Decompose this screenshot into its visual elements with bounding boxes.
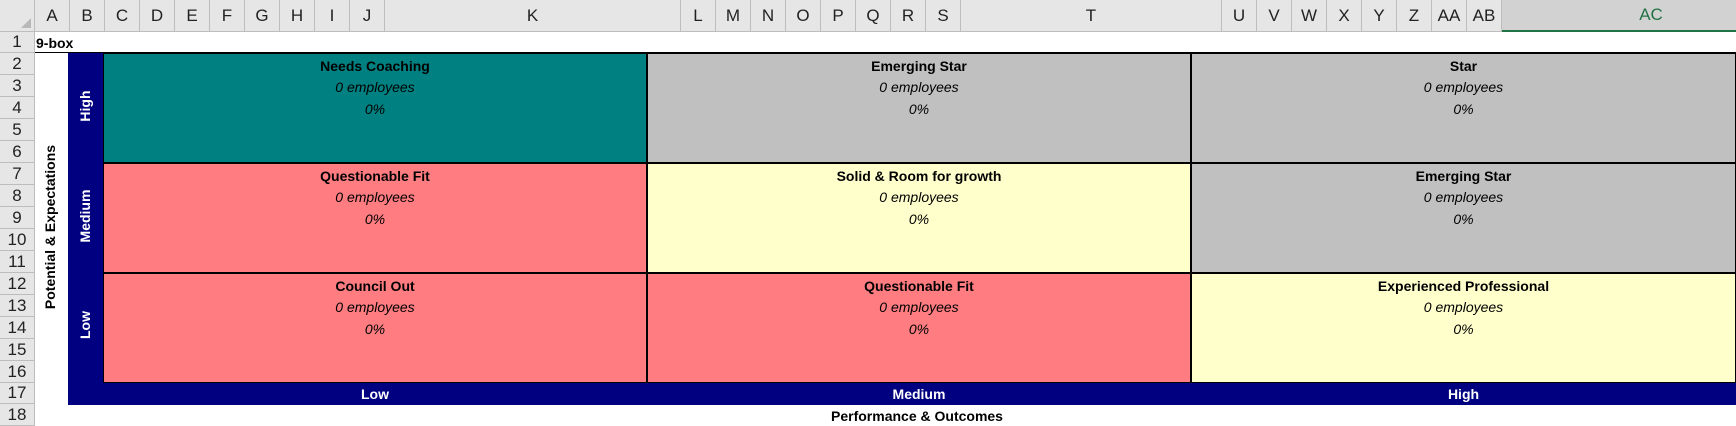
box-percent: 0% — [908, 211, 930, 227]
box-high-medium[interactable]: Emerging Star 0 employees 0% — [647, 53, 1191, 163]
y-level-high[interactable]: High — [77, 90, 93, 122]
x-level-high[interactable]: High — [1447, 386, 1480, 402]
column-header-q[interactable]: Q — [856, 0, 891, 32]
row-header-4[interactable]: 4 — [0, 97, 35, 119]
box-low-high[interactable]: Experienced Professional 0 employees 0% — [1191, 273, 1736, 383]
row-header-13[interactable]: 13 — [0, 295, 35, 317]
column-header-o[interactable]: O — [786, 0, 821, 32]
column-header-j[interactable]: J — [350, 0, 385, 32]
column-header-p[interactable]: P — [821, 0, 856, 32]
box-percent: 0% — [1453, 211, 1474, 227]
box-employee-count: 0 employees — [335, 189, 415, 205]
box-title: Star — [1449, 58, 1478, 74]
column-header-n[interactable]: N — [751, 0, 786, 32]
row-header-6[interactable]: 6 — [0, 141, 35, 163]
box-employee-count: 0 employees — [879, 299, 959, 315]
column-header-y[interactable]: Y — [1362, 0, 1397, 32]
y-axis-title[interactable]: Potential & Expectations — [42, 144, 58, 310]
box-employee-count: 0 employees — [1423, 189, 1504, 205]
row-header-2[interactable]: 2 — [0, 53, 35, 75]
row-header-9[interactable]: 9 — [0, 207, 35, 229]
box-title: Emerging Star — [1415, 168, 1512, 184]
box-title: Solid & Room for growth — [836, 168, 1002, 184]
column-header-d[interactable]: D — [140, 0, 175, 32]
sheet-title-cell[interactable]: 9-box — [36, 35, 74, 51]
row-header-10[interactable]: 10 — [0, 229, 35, 251]
row-header-7[interactable]: 7 — [0, 163, 35, 185]
column-header-i[interactable]: I — [315, 0, 350, 32]
column-header-h[interactable]: H — [280, 0, 315, 32]
box-percent: 0% — [1453, 321, 1474, 337]
row-header-11[interactable]: 11 — [0, 251, 35, 273]
box-percent: 0% — [364, 101, 386, 117]
y-level-medium[interactable]: Medium — [77, 189, 93, 243]
row-header-15[interactable]: 15 — [0, 339, 35, 361]
row-header-12[interactable]: 12 — [0, 273, 35, 295]
box-employee-count: 0 employees — [879, 189, 959, 205]
x-level-low[interactable]: Low — [361, 386, 389, 402]
column-header-aa[interactable]: AA — [1432, 0, 1467, 32]
box-medium-medium[interactable]: Solid & Room for growth 0 employees 0% — [647, 163, 1191, 273]
box-high-high[interactable]: Star 0 employees 0% — [1191, 53, 1736, 163]
x-level-medium[interactable]: Medium — [892, 386, 946, 402]
y-level-bar — [68, 53, 103, 383]
column-header-c[interactable]: C — [105, 0, 140, 32]
column-header-g[interactable]: G — [245, 0, 280, 32]
row-header-14[interactable]: 14 — [0, 317, 35, 339]
row-header-8[interactable]: 8 — [0, 185, 35, 207]
column-header-m[interactable]: M — [716, 0, 751, 32]
column-header-x[interactable]: X — [1327, 0, 1362, 32]
box-title: Emerging Star — [871, 58, 967, 74]
box-title: Council Out — [335, 278, 415, 294]
box-percent: 0% — [364, 211, 386, 227]
box-employee-count: 0 employees — [335, 299, 415, 315]
row-header-5[interactable]: 5 — [0, 119, 35, 141]
box-low-low[interactable]: Council Out 0 employees 0% — [103, 273, 647, 383]
box-percent: 0% — [908, 321, 930, 337]
box-employee-count: 0 employees — [335, 79, 415, 95]
column-header-e[interactable]: E — [175, 0, 210, 32]
box-employee-count: 0 employees — [1423, 79, 1504, 95]
box-employee-count: 0 employees — [879, 79, 959, 95]
box-title: Questionable Fit — [864, 278, 974, 294]
box-percent: 0% — [364, 321, 386, 337]
column-header-ac[interactable]: AC — [1502, 0, 1736, 32]
column-header-t[interactable]: T — [961, 0, 1222, 32]
box-title: Experienced Professional — [1377, 278, 1550, 294]
y-level-low[interactable]: Low — [77, 311, 93, 339]
box-percent: 0% — [1453, 101, 1474, 117]
column-header-s[interactable]: S — [926, 0, 961, 32]
box-title: Questionable Fit — [320, 168, 430, 184]
column-header-b[interactable]: B — [70, 0, 105, 32]
box-low-medium[interactable]: Questionable Fit 0 employees 0% — [647, 273, 1191, 383]
row-header-17[interactable]: 17 — [0, 383, 35, 404]
column-header-z[interactable]: Z — [1397, 0, 1432, 32]
column-header-a[interactable]: A — [35, 0, 70, 32]
x-axis-title[interactable]: Performance & Outcomes — [831, 408, 1003, 424]
box-medium-high[interactable]: Emerging Star 0 employees 0% — [1191, 163, 1736, 273]
column-header-v[interactable]: V — [1257, 0, 1292, 32]
column-header-f[interactable]: F — [210, 0, 245, 32]
box-high-low[interactable]: Needs Coaching 0 employees 0% — [103, 53, 647, 163]
column-header-u[interactable]: U — [1222, 0, 1257, 32]
box-medium-low[interactable]: Questionable Fit 0 employees 0% — [103, 163, 647, 273]
box-employee-count: 0 employees — [1423, 299, 1504, 315]
box-percent: 0% — [908, 101, 930, 117]
select-all-corner[interactable] — [0, 0, 35, 32]
box-title: Needs Coaching — [320, 58, 430, 74]
column-header-k[interactable]: K — [385, 0, 681, 32]
column-header-r[interactable]: R — [891, 0, 926, 32]
row-1-band — [35, 32, 1736, 53]
row-header-1[interactable]: 1 — [0, 32, 35, 53]
x-level-bar — [68, 383, 1736, 405]
column-header-ab[interactable]: AB — [1467, 0, 1502, 32]
column-header-w[interactable]: W — [1292, 0, 1327, 32]
row-header-18[interactable]: 18 — [0, 404, 35, 426]
row-header-16[interactable]: 16 — [0, 361, 35, 383]
column-header-l[interactable]: L — [681, 0, 716, 32]
row-header-3[interactable]: 3 — [0, 75, 35, 97]
